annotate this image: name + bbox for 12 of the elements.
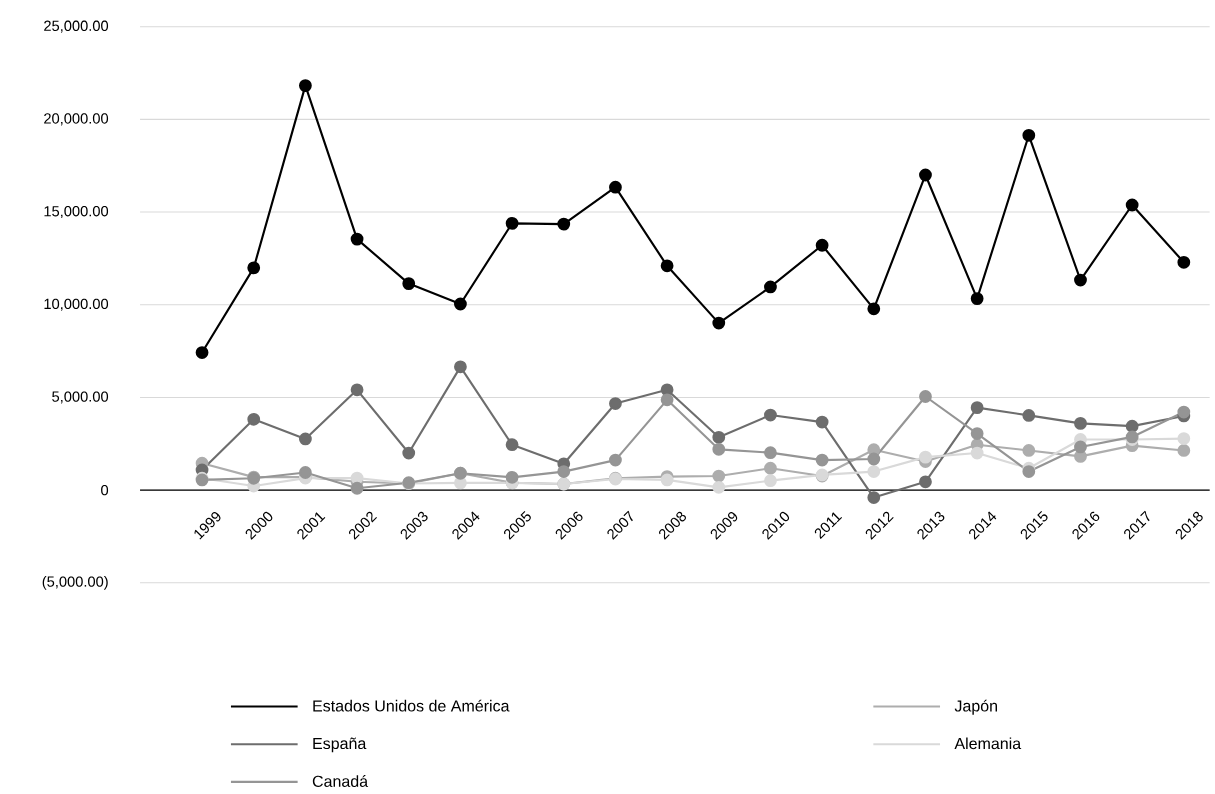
y-tick-label: 25,000.00 — [44, 20, 109, 33]
y-tick-label: 5,000.00 — [52, 391, 109, 404]
legend-label: Japón — [954, 699, 997, 715]
y-tick-label: 10,000.00 — [44, 298, 109, 311]
legend-label: Estados Unidos de América — [313, 699, 510, 712]
y-tick-label: (5,000.00) — [42, 575, 108, 590]
y-tick-label: 15,000.00 — [44, 205, 109, 219]
legend-label: Canadá — [312, 774, 369, 787]
y-tick-label: 0 — [101, 484, 109, 496]
legend-label: España — [313, 737, 367, 753]
y-tick-label: 20,000.00 — [44, 113, 109, 126]
legend-label: Alemania — [954, 737, 1022, 750]
